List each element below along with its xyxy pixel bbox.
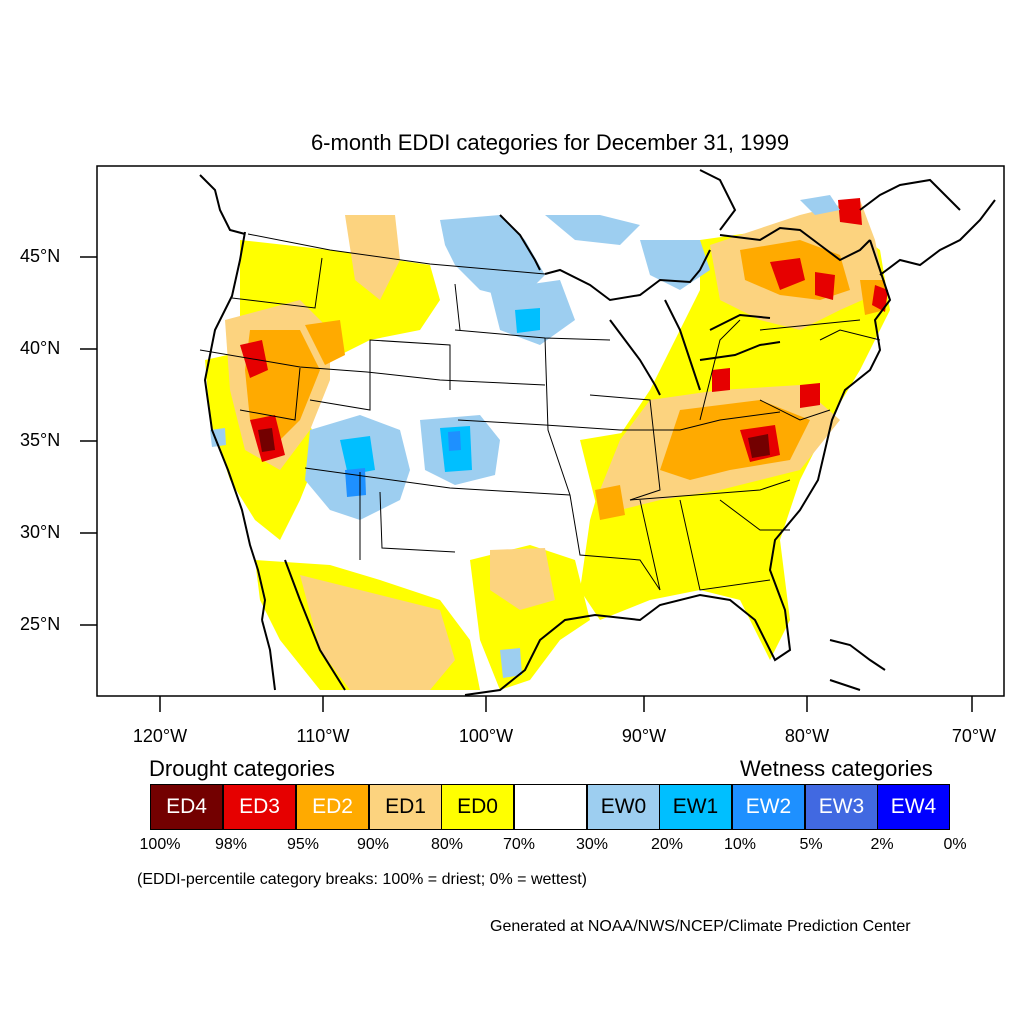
legend-swatch-ed1: ED1 [369, 784, 442, 830]
map-frame [96, 165, 1005, 697]
percentile-label: 90% [356, 836, 390, 853]
wetness-heading: Wetness categories [740, 756, 933, 781]
percentile-label: 70% [502, 836, 536, 853]
lon-label-110w: 110°W [296, 726, 350, 746]
percentile-label: 20% [650, 836, 684, 853]
percentile-label: 10% [723, 836, 757, 853]
legend-swatch-ew4: EW4 [877, 784, 950, 830]
percentile-label: 2% [870, 836, 894, 853]
credit-line: Generated at NOAA/NWS/NCEP/Climate Predi… [490, 918, 911, 935]
percentile-label: 5% [799, 836, 823, 853]
state-boundaries [199, 233, 881, 591]
percentile-label: 98% [214, 836, 248, 853]
coastlines [199, 169, 996, 696]
legend-swatch-normal [514, 784, 587, 830]
lon-label-100w: 100°W [458, 726, 514, 746]
axis-ticks [80, 256, 973, 712]
legend-swatch-ew0: EW0 [587, 784, 660, 830]
legend-swatch-ed2: ED2 [296, 784, 369, 830]
legend-swatch-ed4: ED4 [150, 784, 223, 830]
ed4-areas [258, 428, 770, 458]
percentile-label: 80% [430, 836, 464, 853]
percentile-label: 95% [286, 836, 320, 853]
lon-label-80w: 80°W [784, 726, 830, 746]
drought-heading: Drought categories [149, 756, 335, 781]
legend-swatch-ew2: EW2 [732, 784, 805, 830]
category-note: (EDDI-percentile category breaks: 100% =… [137, 871, 587, 888]
legend-swatch-ew3: EW3 [805, 784, 878, 830]
lat-label-35: 35°N [20, 430, 61, 450]
percentile-label: 100% [139, 836, 181, 853]
legend-swatch-ew1: EW1 [659, 784, 732, 830]
lon-label-70w: 70°W [951, 726, 997, 746]
category-shading [205, 195, 890, 690]
lat-label-45: 45°N [20, 246, 61, 266]
lat-label-40: 40°N [20, 338, 61, 358]
legend-swatch-ed3: ED3 [223, 784, 296, 830]
lat-label-30: 30°N [20, 522, 61, 542]
lon-label-90w: 90°W [621, 726, 667, 746]
percentile-label: 0% [943, 836, 967, 853]
map-title: 6-month EDDI categories for December 31,… [310, 130, 790, 155]
lat-label-25: 25°N [20, 614, 61, 634]
percentile-label: 30% [575, 836, 609, 853]
legend-swatch-ed0: ED0 [441, 784, 514, 830]
lon-label-120w: 120°W [132, 726, 188, 746]
